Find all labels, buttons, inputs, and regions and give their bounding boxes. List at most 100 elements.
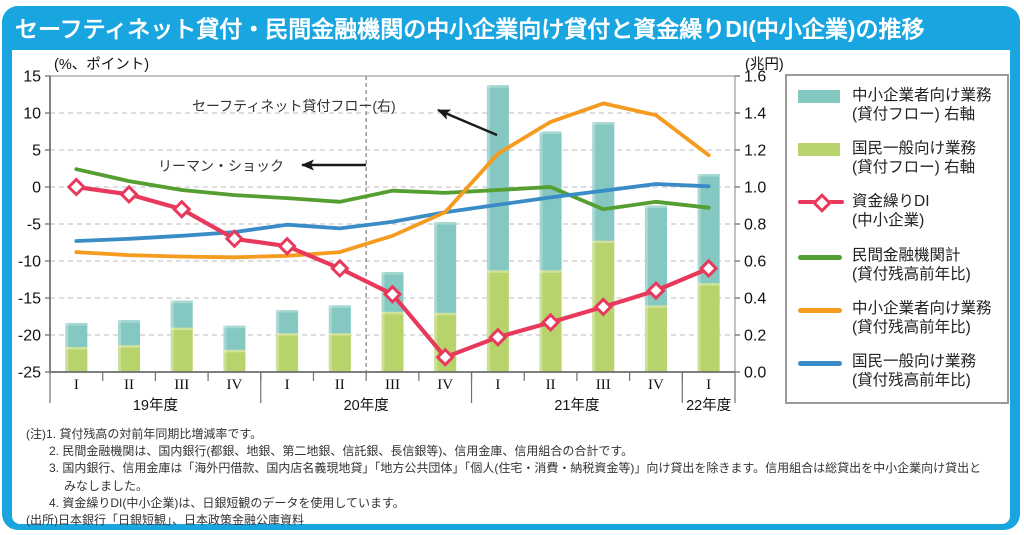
year-label: 20年度: [344, 397, 389, 414]
quarter-label: IV: [437, 377, 453, 393]
left-tick-label: 5: [32, 143, 41, 160]
right-tick-label: 1.0: [744, 180, 766, 197]
legend-swatch-kokumin-flow: [798, 140, 852, 161]
legend-swatch-chusho-zandaka: [798, 300, 852, 318]
bar-segment-kokumin-flow: [328, 333, 351, 372]
year-label: 19年度: [133, 397, 178, 414]
figure-frame: セーフティネット貸付・民間金融機関の中小企業向け貸付と資金繰りDI(中小企業)の…: [2, 6, 1020, 530]
di-marker: [540, 312, 561, 333]
minkan-line-swatch-icon: [798, 254, 842, 260]
legend-label-minkan: 民間金融機関計 (貸付残高前年比): [852, 246, 971, 283]
bar-segment-kokumin-flow: [644, 305, 667, 372]
bar-segment-chusho-flow: [118, 320, 141, 346]
di-marker: [66, 177, 86, 197]
bar-segment-chusho-flow: [592, 122, 615, 241]
kokumin-flow-bar-swatch-icon: [798, 143, 840, 157]
left-tick-label: -5: [27, 217, 41, 234]
bar-segment-kokumin-flow: [276, 333, 299, 372]
di-marker: [435, 347, 455, 367]
year-label: 22年度: [686, 397, 731, 414]
bar-segment-chusho-flow: [539, 131, 562, 271]
legend-label-chusho-zandaka: 中小企業者向け業務 (貸付残高前年比): [852, 299, 992, 336]
chart-panel: 15 10 5 0 -5 -10 -15 -20 -25 1.6 1.4 1.2 1.0 0.8 0.6 0.…: [12, 50, 1010, 527]
bar-segment-chusho-flow: [223, 325, 246, 350]
legend-item-chusho-zandaka: 中小企業者向け業務 (貸付残高前年比): [798, 300, 999, 338]
left-tick-label: 10: [23, 106, 41, 123]
legend-label-kokumin-flow: 国民一般向け業務 (貸付フロー) 右軸: [852, 140, 977, 177]
left-tick-label: -10: [18, 254, 41, 271]
annotation-arrow-safetynet: [437, 108, 498, 137]
quarter-label: I: [285, 377, 290, 393]
quarter-label: III: [596, 377, 611, 393]
quarter-label: I: [706, 377, 711, 393]
legend-swatch-di: [798, 193, 852, 216]
quarter-label: IV: [227, 377, 243, 393]
note-line: 3. 国内銀行、信用金庫は「海外円借款、国内店名義現地貸」「地方公共団体」「個人…: [49, 461, 982, 476]
right-tick-label: 0.0: [744, 365, 766, 382]
left-tick-label: -25: [18, 365, 41, 382]
di-marker: [172, 199, 192, 219]
right-tick-label: 0.4: [744, 291, 766, 308]
quarter-label: III: [174, 377, 189, 393]
bar-segment-chusho-flow: [170, 300, 193, 328]
figure-title: セーフティネット貸付・民間金融機関の中小企業向け貸付と資金繰りDI(中小企業)の…: [15, 16, 925, 42]
annotation-safetynet-flow: セーフティネット貸付フロー(右): [192, 98, 396, 114]
legend-swatch-chusho-flow: [798, 87, 852, 108]
right-tick-label: 0.8: [744, 217, 766, 234]
legend-item-kokumin-flow: 国民一般向け業務 (貸付フロー) 右軸: [798, 140, 999, 178]
note-line: (出所)日本銀行「日銀短観」、日本政策金融公庫資料: [26, 513, 304, 528]
bar-segment-kokumin-flow: [381, 311, 404, 372]
quarter-label: III: [385, 377, 400, 393]
left-tick-label: -15: [18, 291, 41, 308]
di-markers: [66, 177, 719, 367]
legend-swatch-kokumin-zandaka: [798, 353, 852, 371]
right-tick-label: 1.4: [744, 106, 766, 123]
quarter-label: II: [335, 377, 345, 393]
bar-segment-chusho-flow: [328, 305, 351, 334]
di-marker: [277, 236, 297, 256]
left-axis: 15 10 5 0 -5 -10 -15 -20 -25: [18, 69, 50, 382]
bar-stack-group: [65, 85, 720, 372]
bar-segment-kokumin-flow: [65, 347, 88, 372]
chart-svg: 15 10 5 0 -5 -10 -15 -20 -25 1.6 1.4 1.2 1.0 0.8 0.6 0.…: [18, 56, 784, 414]
legend-label-kokumin-zandaka: 国民一般向け業務 (貸付残高前年比): [852, 353, 977, 390]
line-minkan: [74, 167, 711, 212]
legend-label-chusho-flow: 中小企業者向け業務 (貸付フロー) 右軸: [852, 87, 992, 123]
di-marker: [488, 327, 508, 347]
quarter-label: IV: [648, 377, 664, 393]
right-tick-label: 0.2: [744, 328, 766, 345]
bar-segment-kokumin-flow: [118, 345, 141, 372]
line-kokumin-zandaka: [74, 182, 711, 243]
legend-item-di: 資金繰りDI (中小企業): [798, 193, 999, 231]
legend-item-kokumin-zandaka: 国民一般向け業務 (貸付残高前年比): [798, 353, 999, 391]
notes: (注)1. 貸付残高の対前年同期比増減率です。 2. 民間金融機関は、国内銀行(都…: [18, 426, 1008, 529]
di-marker: [382, 284, 403, 304]
bar-segment-kokumin-flow: [486, 270, 509, 372]
chusho-zandaka-line-swatch-icon: [798, 307, 842, 313]
quarter-label: II: [124, 377, 134, 393]
left-axis-title: (%、ポイント): [54, 56, 149, 73]
di-marker: [119, 184, 139, 205]
legend-swatch-minkan: [798, 247, 852, 265]
bar-segment-chusho-flow: [65, 322, 88, 348]
left-tick-label: -20: [18, 328, 41, 345]
chusho-flow-bar-swatch-icon: [798, 90, 840, 103]
di-marker: [699, 258, 719, 279]
di-marker: [224, 229, 245, 249]
right-axis-title: (兆円): [745, 56, 784, 73]
kokumin-zandaka-line-swatch-icon: [798, 361, 842, 367]
di-marker: [593, 297, 613, 317]
note-line: 2. 民間金融機関は、国内銀行(都銀、地銀、第二地銀、信託銀、長信銀等)、信用金…: [49, 444, 634, 459]
bar-segment-chusho-flow: [644, 205, 667, 306]
right-tick-label: 0.6: [744, 254, 766, 271]
di-diamond-line-swatch-icon: [798, 193, 844, 214]
bar-segment-kokumin-flow: [170, 327, 193, 372]
note-line: みなしました。: [64, 478, 149, 493]
note-line: (注)1. 貸付残高の対前年同期比増減率です。: [26, 427, 263, 441]
bar-segment-chusho-flow: [276, 310, 299, 334]
right-tick-label: 1.6: [744, 69, 766, 86]
di-marker: [646, 280, 666, 301]
left-tick-label: 15: [23, 69, 41, 86]
left-tick-label: 0: [32, 180, 41, 197]
